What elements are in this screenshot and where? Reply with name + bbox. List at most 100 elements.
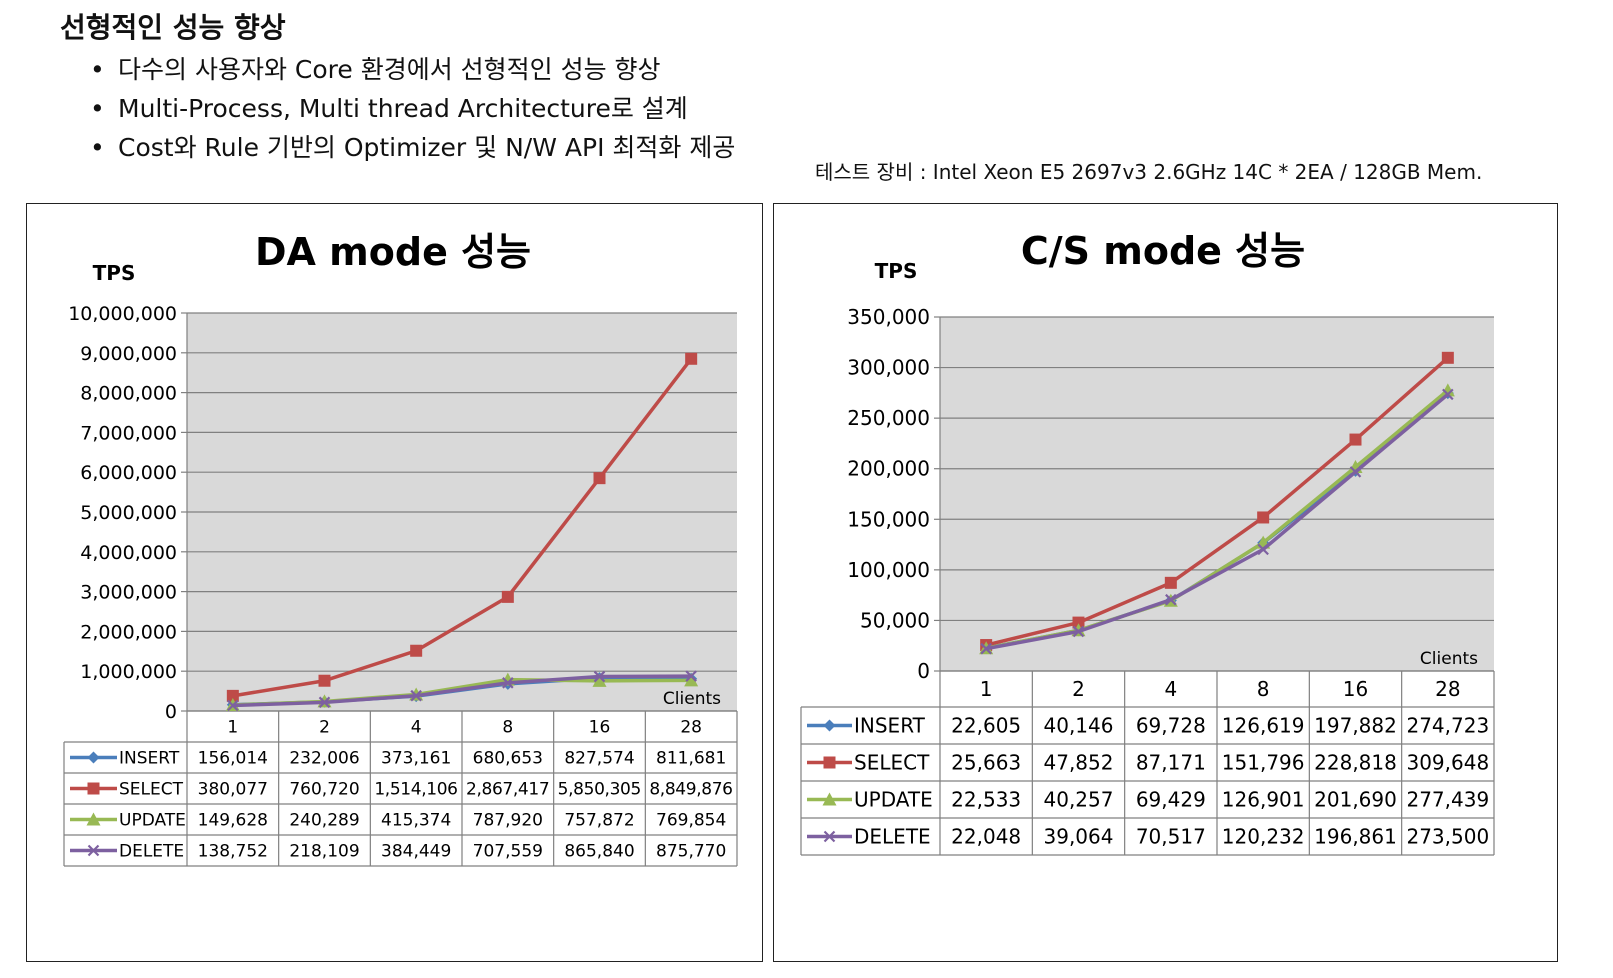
cs-x-tick-label: 4 <box>1164 677 1177 701</box>
da-y-tick-label: 7,000,000 <box>80 422 177 444</box>
cs-data-point-select <box>1164 576 1177 589</box>
cs-x-tick-label: 8 <box>1257 677 1270 701</box>
da-data-point-delete <box>227 699 239 712</box>
cs-table-cell: 196,861 <box>1314 825 1397 849</box>
cs-x-tick-label: 28 <box>1435 677 1460 701</box>
da-table-cell: 827,574 <box>564 749 634 769</box>
cs-y-tick-label: 300,000 <box>847 356 930 380</box>
da-x-tick-label: 8 <box>502 718 513 738</box>
da-table-cell: 380,077 <box>198 780 268 800</box>
bullet-item: 다수의 사용자와 Core 환경에서 선형적인 성능 향상 <box>90 50 735 89</box>
da-data-point-select <box>501 590 514 603</box>
cs-table-cell: 309,648 <box>1406 751 1489 775</box>
da-mode-chart-panel: DA mode 성능 TPS 0 1,000,000 2,000,000 3,000,00… <box>26 203 763 962</box>
bullet-list: 다수의 사용자와 Core 환경에서 선형적인 성능 향상 Multi-Proc… <box>90 50 735 167</box>
da-x-tick-label: 1 <box>227 718 238 738</box>
cs-data-point-select <box>1072 616 1085 629</box>
cs-y-axis-title: TPS <box>875 259 918 283</box>
da-data-point-update <box>684 673 699 687</box>
da-table-cell: 5,850,305 <box>558 780 642 800</box>
cs-legend-label-insert: INSERT <box>854 714 926 738</box>
da-table-cell: 232,006 <box>289 749 359 769</box>
cs-series-select <box>980 351 1454 652</box>
cs-table-cell: 69,429 <box>1136 788 1206 812</box>
cs-legend-label-delete: DELETE <box>854 825 931 849</box>
cs-legend-label-select: SELECT <box>854 751 930 775</box>
cs-table-cell: 22,605 <box>951 714 1021 738</box>
cs-table-cell: 126,901 <box>1222 788 1305 812</box>
da-legend-marker <box>86 812 101 826</box>
cs-data-point-select <box>1441 351 1454 364</box>
da-y-axis-title: TPS <box>93 261 136 285</box>
cs-table-cell: 151,796 <box>1222 751 1305 775</box>
cs-chart-title: C/S mode 성능 <box>1021 229 1305 273</box>
cs-series-line-select <box>985 356 1449 647</box>
da-table-cell: 8,849,876 <box>649 780 733 800</box>
cs-table-cell: 197,882 <box>1314 714 1397 738</box>
cs-table-cell: 22,048 <box>951 825 1021 849</box>
cs-y-tick-label: 100,000 <box>847 558 930 582</box>
da-legend-marker <box>87 751 100 764</box>
cs-table-cell: 228,818 <box>1314 751 1397 775</box>
cs-legend-label-update: UPDATE <box>854 788 933 812</box>
da-legend-marker <box>87 782 100 795</box>
cs-y-tick-label: 50,000 <box>860 608 930 632</box>
cs-y-tick-label: 200,000 <box>847 457 930 481</box>
cs-table-cell: 25,663 <box>951 751 1021 775</box>
cs-data-point-select <box>1257 511 1270 524</box>
da-table-cell: 373,161 <box>381 749 451 769</box>
da-x-tick-label: 2 <box>319 718 330 738</box>
da-table-cell: 769,854 <box>656 811 726 831</box>
cs-table-cell: 70,517 <box>1136 825 1206 849</box>
cs-table-cell: 87,171 <box>1136 751 1206 775</box>
da-series-line-delete <box>232 674 692 708</box>
da-y-tick-label: 4,000,000 <box>80 542 177 564</box>
da-table-cell: 415,374 <box>381 811 451 831</box>
cs-series-delete <box>980 388 1454 655</box>
da-data-point-delete <box>410 689 422 702</box>
da-table-cell: 707,559 <box>473 842 543 862</box>
cs-table-cell: 273,500 <box>1406 825 1489 849</box>
cs-x-tick-label: 1 <box>980 677 993 701</box>
cs-legend-marker <box>823 830 836 843</box>
cs-data-point-select <box>1349 433 1362 446</box>
cs-table-cell: 22,533 <box>951 788 1021 812</box>
da-table-cell: 865,840 <box>564 842 634 862</box>
da-table-cell: 156,014 <box>198 749 268 769</box>
cs-table-cell: 47,852 <box>1044 751 1114 775</box>
da-table-cell: 240,289 <box>289 811 359 831</box>
cs-series-line-delete <box>985 393 1449 651</box>
cs-legend-marker <box>823 719 836 732</box>
cs-table-cell: 274,723 <box>1406 714 1489 738</box>
cs-x-tick-label: 2 <box>1072 677 1085 701</box>
da-table-cell: 760,720 <box>289 780 359 800</box>
cs-y-tick-label: 350,000 <box>847 305 930 329</box>
cs-data-table: 1 2 4 8 16 28 INSERT 22,605 40,146 69,728 126,619 1… <box>800 670 1495 856</box>
cs-data-point-update <box>1440 383 1455 397</box>
cs-legend-key-insert <box>807 719 852 732</box>
da-series-select <box>226 352 698 702</box>
cs-legend-marker <box>822 792 837 806</box>
cs-table-cell: 40,257 <box>1044 788 1114 812</box>
cs-mode-chart-panel: C/S mode 성능 TPS 0 50,000 100,000 150,000 200,0… <box>773 203 1558 962</box>
da-table-cell: 811,681 <box>656 749 726 769</box>
da-data-point-delete <box>502 677 514 689</box>
cs-y-tick-label: 250,000 <box>847 406 930 430</box>
cs-data-point-delete <box>1257 543 1269 556</box>
da-y-tick-label: 1,000,000 <box>80 661 177 683</box>
da-table-cell: 149,628 <box>198 811 268 831</box>
cs-table-cell: 201,690 <box>1314 788 1397 812</box>
test-equipment-note: 테스트 장비 : Intel Xeon E5 2697v3 2.6GHz 14C… <box>815 160 1483 184</box>
da-y-tick-label: 2,000,000 <box>80 621 177 643</box>
da-data-table: 1 2 4 8 16 28 INSERT 156,014 232,006 373,161 680,6… <box>63 710 738 867</box>
da-series-delete <box>227 670 697 712</box>
da-legend-key-select <box>70 782 117 795</box>
da-table-cell: 757,872 <box>564 811 634 831</box>
da-y-tick-label: 3,000,000 <box>80 582 177 604</box>
da-data-point-select <box>685 352 698 365</box>
da-y-tick-label: 9,000,000 <box>80 343 177 365</box>
cs-y-tick-label: 0 <box>917 659 930 683</box>
da-table-cell: 875,770 <box>656 842 726 862</box>
da-legend-label-select: SELECT <box>119 780 184 800</box>
cs-table-cell: 40,146 <box>1044 714 1114 738</box>
